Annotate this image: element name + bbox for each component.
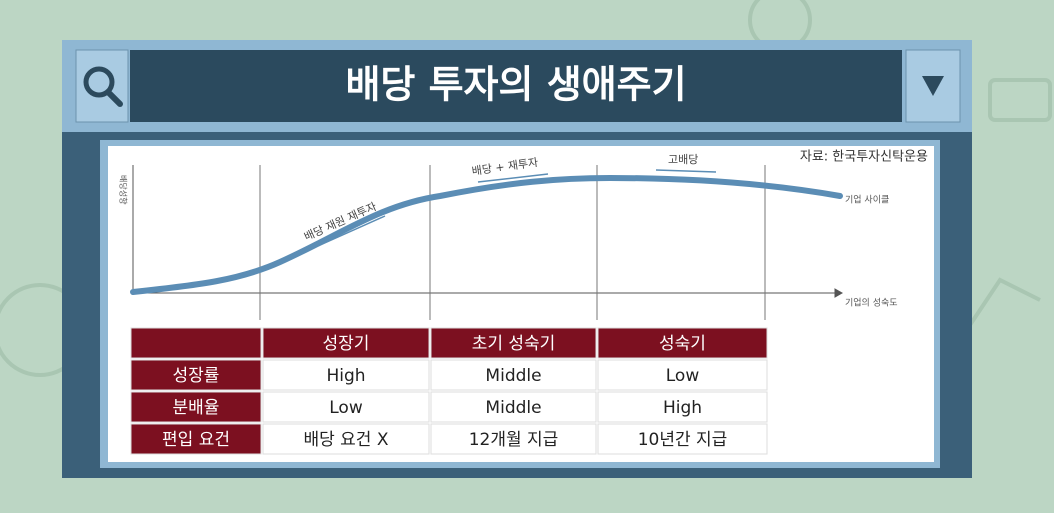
lifecycle-curve [130, 174, 843, 295]
table-cell-bg [430, 359, 597, 391]
table-cell: Low [666, 366, 700, 386]
title-box [130, 50, 902, 122]
diagram [132, 165, 844, 320]
dropdown-icon [922, 76, 944, 96]
table-cell-bg [262, 391, 430, 423]
table-cell: 12개월 지급 [469, 430, 559, 450]
table-cell-bg [262, 359, 430, 391]
column-header: 성숙기 [659, 334, 706, 354]
row-header-bg [130, 359, 262, 391]
table-cell: Middle [485, 398, 541, 418]
search-icon [83, 66, 115, 98]
search-button[interactable] [75, 49, 129, 123]
table-cell-bg [597, 391, 768, 423]
stage-arrow [655, 169, 717, 173]
x-axis-label: 기업의 성숙도 [845, 298, 898, 309]
column-header: 초기 성숙기 [472, 334, 556, 354]
table-cell-bg [262, 423, 430, 455]
table-cell-bg [430, 391, 597, 423]
row-header-bg [130, 391, 262, 423]
table-cell-bg [597, 423, 768, 455]
stage-label: 고배당 [668, 153, 698, 166]
table-cell: Low [329, 398, 363, 418]
table-cell-bg [597, 359, 768, 391]
title: 배당 투자의 생애주기 [345, 63, 686, 107]
row-header: 분배율 [173, 398, 220, 418]
row-header: 편입 요건 [162, 430, 230, 450]
column-header-bg [262, 327, 430, 359]
y-axis-label: 배당성향 [119, 175, 129, 205]
table-cell: Middle [485, 366, 541, 386]
table-cell: 배당 요건 X [303, 430, 388, 450]
curve-label: 기업 사이클 [845, 195, 889, 206]
stage-arrow [317, 215, 386, 247]
table-cell: High [663, 398, 702, 418]
column-header-bg [430, 327, 597, 359]
x-axis-arrow [834, 288, 844, 298]
corner-cell-bg [130, 327, 262, 359]
search-icon-handle [105, 89, 123, 107]
table-cell: 10년간 지급 [638, 430, 728, 450]
table-cell: High [326, 366, 365, 386]
row-header: 성장률 [173, 366, 220, 386]
column-header-bg [597, 327, 768, 359]
source: 자료: 한국투자신탁운용 [800, 150, 928, 165]
table-cell-bg [430, 423, 597, 455]
column-header: 성장기 [323, 334, 370, 354]
dropdown-button[interactable] [905, 49, 961, 123]
row-header-bg [130, 423, 262, 455]
stage-arrow [477, 173, 549, 183]
